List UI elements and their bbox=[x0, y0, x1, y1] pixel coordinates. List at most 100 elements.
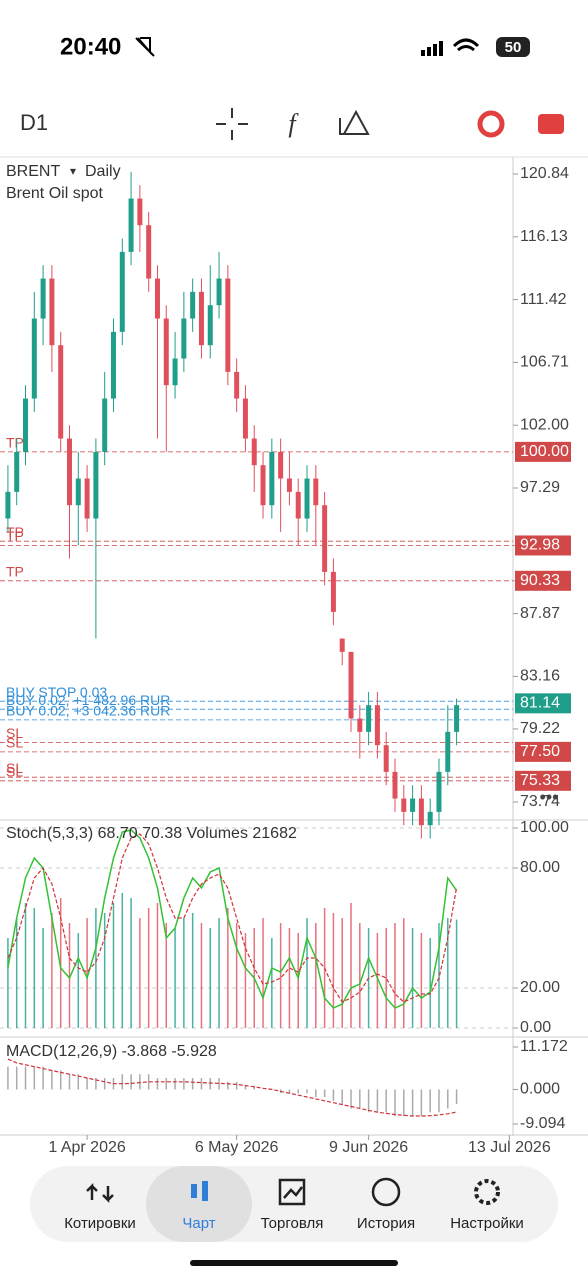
period: Daily bbox=[85, 163, 121, 180]
order-label: SL bbox=[6, 725, 23, 741]
candle-body bbox=[66, 438, 72, 506]
price-badge-label: 81.14 bbox=[520, 695, 560, 712]
candle-body bbox=[357, 718, 363, 732]
order-label: TP bbox=[6, 435, 24, 451]
candle-body bbox=[286, 478, 292, 492]
candle-body bbox=[278, 451, 284, 479]
candle-body bbox=[31, 318, 37, 399]
crosshair-button[interactable] bbox=[216, 108, 248, 140]
order-label: BUY STOP 0.03 bbox=[6, 684, 107, 700]
candle-body bbox=[401, 798, 407, 812]
y-tick-label: 97.29 bbox=[520, 479, 560, 496]
candle-body bbox=[410, 798, 416, 812]
nav-label[interactable]: Настройки bbox=[450, 1215, 524, 1232]
candle-body bbox=[23, 398, 29, 452]
candle-body bbox=[84, 478, 90, 519]
candle-body bbox=[225, 278, 231, 372]
candle-body bbox=[93, 451, 99, 519]
candle-body bbox=[146, 225, 152, 279]
order-label: TP bbox=[6, 528, 24, 544]
x-tick-label: 1 Apr 2026 bbox=[48, 1139, 126, 1156]
price-badge bbox=[515, 570, 571, 591]
candle-body bbox=[330, 571, 336, 612]
y-tick-label: 79.22 bbox=[520, 720, 560, 737]
candle-body bbox=[128, 198, 134, 252]
nav-active bbox=[146, 1166, 252, 1242]
candle-body bbox=[163, 318, 169, 386]
mute-icon bbox=[135, 37, 155, 57]
chart-icon[interactable] bbox=[191, 1181, 208, 1201]
candle-body bbox=[322, 505, 328, 572]
history-icon[interactable] bbox=[371, 1177, 401, 1207]
more-button[interactable]: ••• bbox=[540, 787, 559, 807]
order-label: SL bbox=[6, 760, 23, 776]
nav-label[interactable]: История bbox=[357, 1215, 415, 1232]
y-tick-label: 111.42 bbox=[520, 291, 567, 308]
stoch-k bbox=[7, 829, 458, 1009]
candle-body bbox=[154, 278, 160, 319]
candle-body bbox=[40, 278, 46, 319]
plot: 120.84 116.13 111.42 106.71 102.00 97.29 92.98… bbox=[0, 165, 571, 1156]
candle-body bbox=[269, 451, 275, 506]
nav-label[interactable]: Чарт bbox=[182, 1215, 215, 1232]
order-label: TP bbox=[6, 524, 24, 540]
y-tick-label: 102.00 bbox=[520, 416, 569, 433]
order-label: TP bbox=[6, 564, 24, 580]
timeframe[interactable]: D1 bbox=[20, 110, 48, 135]
price-badge bbox=[515, 741, 571, 762]
symbol: BRENT bbox=[6, 163, 60, 180]
candle-body bbox=[75, 478, 81, 506]
price-badge-label: 75.33 bbox=[520, 772, 560, 789]
candle-body bbox=[427, 811, 433, 826]
candle-body bbox=[58, 345, 64, 439]
y-tick-label: 73.74 bbox=[520, 793, 560, 810]
candle-body bbox=[207, 305, 213, 346]
candle-body bbox=[260, 465, 266, 506]
nav-label[interactable]: Котировки bbox=[64, 1215, 136, 1232]
candle-body bbox=[49, 278, 55, 346]
candle-body bbox=[14, 451, 20, 492]
signal-icon bbox=[421, 41, 443, 56]
symbol-dropdown[interactable]: ▾ bbox=[70, 164, 76, 178]
indicators-button[interactable]: f bbox=[288, 109, 299, 138]
battery-level: 50 bbox=[505, 39, 522, 56]
trade-icon[interactable] bbox=[278, 1178, 306, 1206]
order-label: BUY 0.02, +3 042.36 RUR bbox=[6, 703, 170, 719]
y-tick-label: 116.13 bbox=[520, 228, 568, 245]
macd-readout: MACD(12,26,9) -3.868 -5.928 bbox=[6, 1043, 217, 1060]
trade-button[interactable] bbox=[538, 114, 564, 134]
candle-body bbox=[295, 491, 301, 519]
y-tick-label: -9.094 bbox=[520, 1115, 565, 1132]
quotes-icon[interactable] bbox=[86, 1182, 114, 1204]
candle-body bbox=[436, 771, 442, 812]
order-label: BUY 0.02, +1 482.96 RUR bbox=[6, 692, 170, 708]
x-tick-label: 9 Jun 2026 bbox=[329, 1139, 408, 1156]
y-tick-label: 20.00 bbox=[520, 979, 560, 996]
candle-body bbox=[392, 771, 398, 799]
y-tick-label: 80.00 bbox=[520, 859, 560, 876]
order-label: SL bbox=[6, 764, 23, 780]
y-tick-label: 106.71 bbox=[520, 354, 569, 371]
y-tick-label: 11.172 bbox=[520, 1038, 568, 1055]
candle-body bbox=[119, 251, 125, 332]
account-button[interactable] bbox=[477, 110, 505, 138]
settings-icon[interactable] bbox=[474, 1179, 500, 1205]
objects-button[interactable] bbox=[339, 109, 370, 135]
candle-body bbox=[313, 478, 319, 506]
macd-signal bbox=[7, 1058, 457, 1117]
home-indicator bbox=[190, 1260, 398, 1266]
candle-body bbox=[181, 318, 187, 359]
candle-body bbox=[242, 398, 248, 439]
price-badge bbox=[515, 535, 571, 556]
candle-body bbox=[216, 278, 222, 306]
y-tick-label: 87.87 bbox=[520, 605, 560, 622]
nav-label[interactable]: Торговля bbox=[261, 1215, 324, 1232]
price-badge bbox=[515, 693, 571, 714]
candle-body bbox=[251, 438, 257, 466]
candle-body bbox=[304, 478, 310, 519]
candle-body bbox=[110, 331, 116, 399]
candle-body bbox=[339, 638, 345, 652]
y-tick-label: 120.84 bbox=[520, 165, 569, 182]
